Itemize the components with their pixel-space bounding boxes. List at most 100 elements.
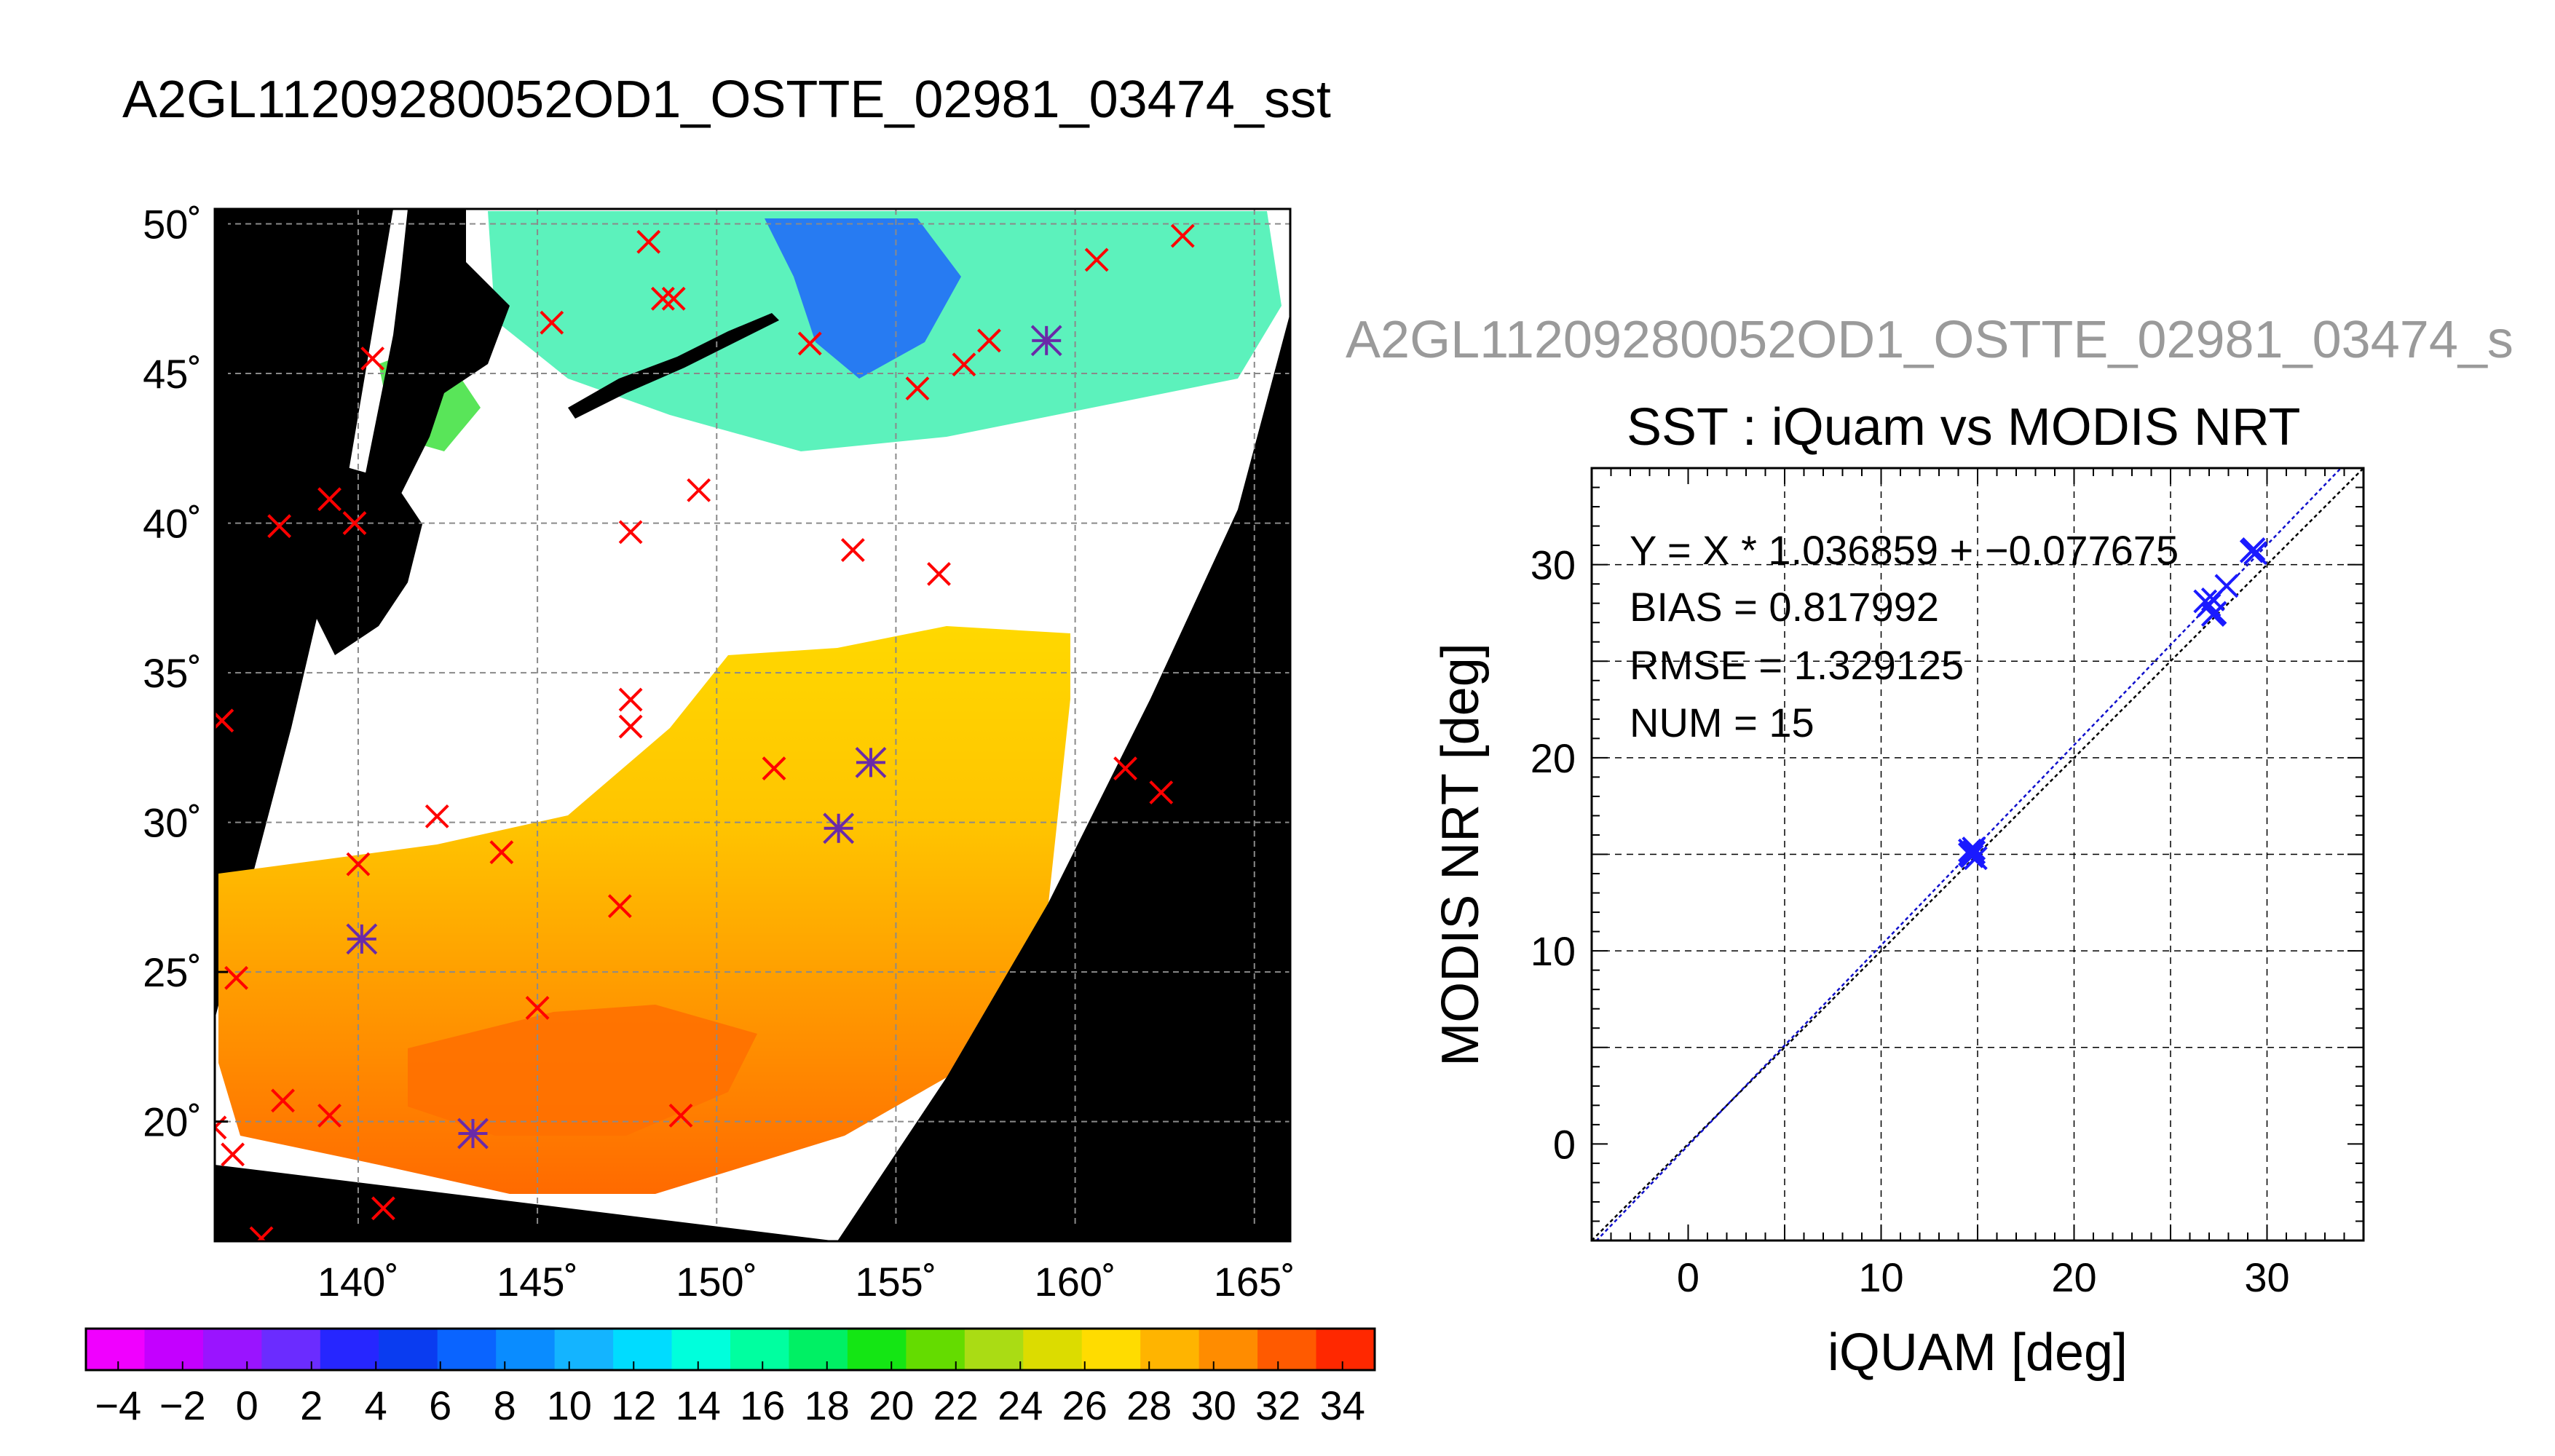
map-red-x-marker: [342, 511, 367, 535]
map-xtick-label: 140˚: [317, 1259, 399, 1305]
scatter-point: [2241, 537, 2266, 561]
map-star-markers: [346, 325, 1062, 1150]
scatter-plot: 0 10 20 30 0 10 20 30 Y = X * 1.036859 + −0.077…: [1431, 467, 2365, 1382]
colorbar-tick-label: 12: [611, 1382, 656, 1428]
colorbar-segment: [847, 1329, 907, 1370]
scatter-ytick-label: 20: [1531, 735, 1576, 781]
colorbar-segment: [202, 1329, 262, 1370]
colorbar-segment: [1198, 1329, 1258, 1370]
map-red-x-marker: [317, 1103, 341, 1128]
map-ytick-label: 50˚: [143, 202, 202, 248]
colorbar-segment: [320, 1329, 379, 1370]
map-ytick-label: 30˚: [143, 800, 202, 846]
scatter-ytick-label: 10: [1531, 928, 1576, 974]
colorbar-tick-label: 8: [494, 1382, 516, 1428]
colorbar-tick-label: 2: [300, 1382, 323, 1428]
colorbar: −4 −2 0 2 4 6 8 10 12 14 16 18 20 22 24 26 28 30 32 34: [84, 1327, 1376, 1428]
map-red-x-marker: [607, 894, 632, 919]
map-xtick-label: 150˚: [676, 1259, 757, 1305]
colorbar-tick-label: 4: [365, 1382, 387, 1428]
no-data-east: [837, 313, 1290, 1241]
map-red-x-marker: [840, 538, 865, 562]
map-red-x-marker: [1084, 248, 1109, 272]
map-ticks: 140˚ 145˚ 150˚ 155˚ 160˚ 165˚ 20˚ 25˚ 30˚ 35˚ 40˚ 4…: [143, 202, 1295, 1305]
colorbar-segment: [964, 1329, 1024, 1370]
map-red-x-marker: [927, 562, 951, 586]
scatter-xtick-label: 20: [2051, 1254, 2096, 1300]
colorbar-segment: [730, 1329, 789, 1370]
colorbar-tick-label: 20: [869, 1382, 914, 1428]
scatter-ytick-label: 30: [1531, 542, 1576, 588]
map-red-x-marker: [1170, 223, 1195, 248]
map-red-x-marker: [215, 1115, 227, 1140]
colorbar-tick-label: 6: [429, 1382, 451, 1428]
colorbar-tick-label: 30: [1191, 1382, 1236, 1428]
map-red-x-marker: [797, 331, 822, 356]
map-red-x-marker: [317, 487, 341, 512]
map-ytick-label: 20˚: [143, 1099, 202, 1145]
map-frame: [213, 207, 1292, 1243]
scatter-xtick-label: 30: [2244, 1254, 2289, 1300]
map-red-x-marker: [636, 229, 661, 254]
colorbar-tick-label: 10: [547, 1382, 592, 1428]
map-red-x-marker: [267, 514, 292, 539]
scatter-ticks: 0 10 20 30 0 10 20 30: [1531, 467, 2364, 1300]
map-red-x-marker: [525, 995, 550, 1020]
colorbar-tick-label: 32: [1255, 1382, 1300, 1428]
colorbar-segment: [379, 1329, 438, 1370]
stats-num: NUM = 15: [1630, 700, 1814, 745]
scatter-point: [2200, 603, 2225, 628]
colorbar-tick-label: 0: [236, 1382, 258, 1428]
map-red-x-marker: [1113, 756, 1137, 781]
map-star-marker: [1030, 325, 1062, 357]
colorbar-tick-label: 26: [1062, 1382, 1107, 1428]
colorbar-tick-label: 18: [805, 1382, 850, 1428]
map-ytick-label: 45˚: [143, 351, 202, 397]
colorbar-frame: [84, 1327, 1376, 1372]
map-red-x-marker: [668, 1103, 693, 1128]
colorbar-tick-label: 24: [998, 1382, 1043, 1428]
colorbar-segment: [1316, 1329, 1375, 1370]
map-red-x-marker: [618, 520, 643, 545]
scatter-header-title: A2GL11209280052OD1_OSTTE_02981_03474_s: [1346, 311, 2513, 369]
scatter-points: [1957, 537, 2268, 871]
map-xtick-label: 165˚: [1214, 1259, 1295, 1305]
map-red-x-marker: [424, 804, 449, 828]
colorbar-tick-label: −2: [159, 1382, 206, 1428]
sst-cold-patch: [765, 218, 961, 379]
map-ytick-label: 25˚: [143, 949, 202, 995]
map-red-x-marker: [346, 852, 371, 877]
land-sakhalin-hokkaido: [350, 209, 510, 568]
map-ytick-label: 35˚: [143, 650, 202, 696]
map-red-x-marker: [661, 286, 686, 311]
colorbar-segment: [789, 1329, 848, 1370]
colorbar-segment: [144, 1329, 204, 1370]
map-red-x-marker: [489, 840, 514, 865]
map-xtick-label: 155˚: [855, 1259, 936, 1305]
map-red-x-marker: [371, 1196, 395, 1221]
colorbar-segment: [671, 1329, 731, 1370]
colorbar-tick-label: 22: [933, 1382, 979, 1428]
map-red-x-marker: [360, 347, 385, 371]
scatter-point: [1962, 836, 1986, 860]
map-red-x-marker: [687, 478, 711, 502]
map-red-markers: [215, 223, 1195, 1241]
map-red-x-marker: [762, 756, 786, 781]
scatter-title: SST : iQuam vs MODIS NRT: [1627, 398, 2301, 456]
map-red-x-marker: [1149, 780, 1174, 804]
scatter-ytick-label: 0: [1553, 1121, 1576, 1167]
map-red-x-marker: [651, 286, 675, 311]
map-red-x-marker: [221, 1142, 245, 1167]
land-honshu: [313, 466, 422, 655]
map-red-x-marker: [271, 1088, 295, 1113]
map-red-x-marker: [224, 965, 248, 990]
map-red-x-marker: [905, 376, 930, 401]
stats-equation: Y = X * 1.036859 + −0.077675: [1630, 527, 2179, 573]
colorbar-segment: [1140, 1329, 1200, 1370]
colorbar-segment: [613, 1329, 673, 1370]
map-star-marker: [823, 812, 855, 844]
stats-bias: BIAS = 0.817992: [1630, 584, 1939, 630]
map-red-x-marker: [249, 1226, 274, 1241]
map-xtick-label: 160˚: [1035, 1259, 1116, 1305]
